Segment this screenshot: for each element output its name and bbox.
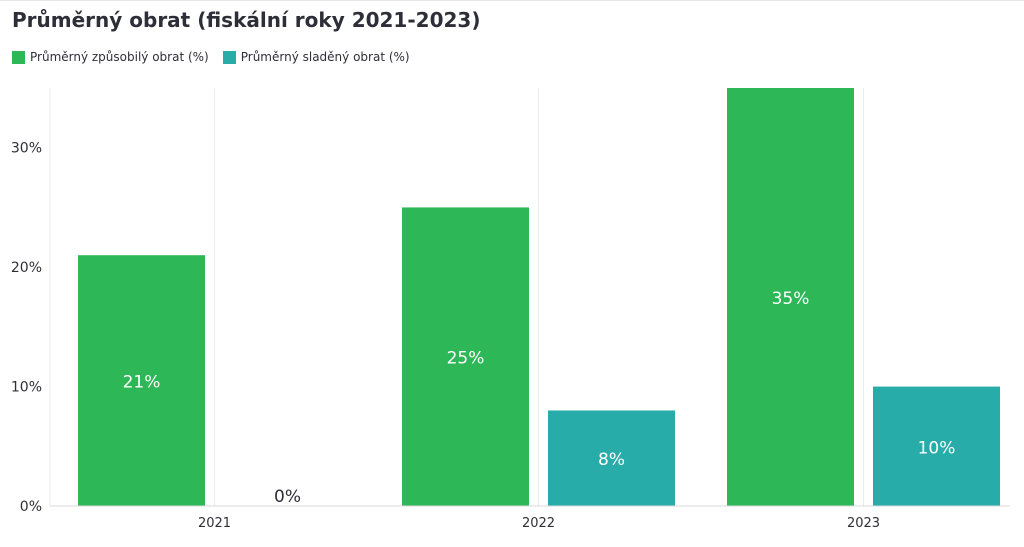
x-tick-label-2023: 2023 <box>847 516 880 531</box>
data-label-s1-2021: 21% <box>123 373 161 393</box>
y-tick-label-30: 30% <box>11 141 42 157</box>
bar-s2-2022 <box>548 410 675 506</box>
y-tick-label-10: 10% <box>11 380 42 396</box>
y-tick-label-20: 20% <box>11 260 42 276</box>
data-label-s2-2022: 8% <box>598 450 625 470</box>
legend-swatch-eligible <box>12 50 25 64</box>
data-label-s2-2021: 0% <box>274 487 301 507</box>
top-divider <box>0 0 1024 1</box>
data-label-s2-2023: 10% <box>918 438 956 458</box>
data-label-s1-2023: 35% <box>772 289 810 309</box>
bar-s1-2022 <box>402 207 529 506</box>
legend-item-aligned[interactable]: Průměrný sladěný obrat (%) <box>222 50 410 64</box>
bar-s2-2023 <box>873 386 1000 506</box>
legend-label-eligible: Průměrný způsobilý obrat (%) <box>30 50 209 64</box>
y-tick-label-0: 0% <box>20 499 42 515</box>
chart-legend: Průměrný způsobilý obrat (%) Průměrný sl… <box>12 50 424 64</box>
x-tick-label-2022: 2022 <box>522 516 555 531</box>
data-label-s1-2022: 25% <box>447 349 485 369</box>
legend-item-eligible[interactable]: Průměrný způsobilý obrat (%) <box>12 50 209 64</box>
bar-s1-2023 <box>727 88 854 506</box>
chart-title: Průměrný obrat (fiskální roky 2021-2023) <box>12 8 481 32</box>
x-tick-label-2021: 2021 <box>198 516 231 531</box>
bar-s1-2021 <box>78 255 205 506</box>
legend-swatch-aligned <box>222 50 236 64</box>
legend-label-aligned: Průměrný sladěný obrat (%) <box>240 50 410 64</box>
